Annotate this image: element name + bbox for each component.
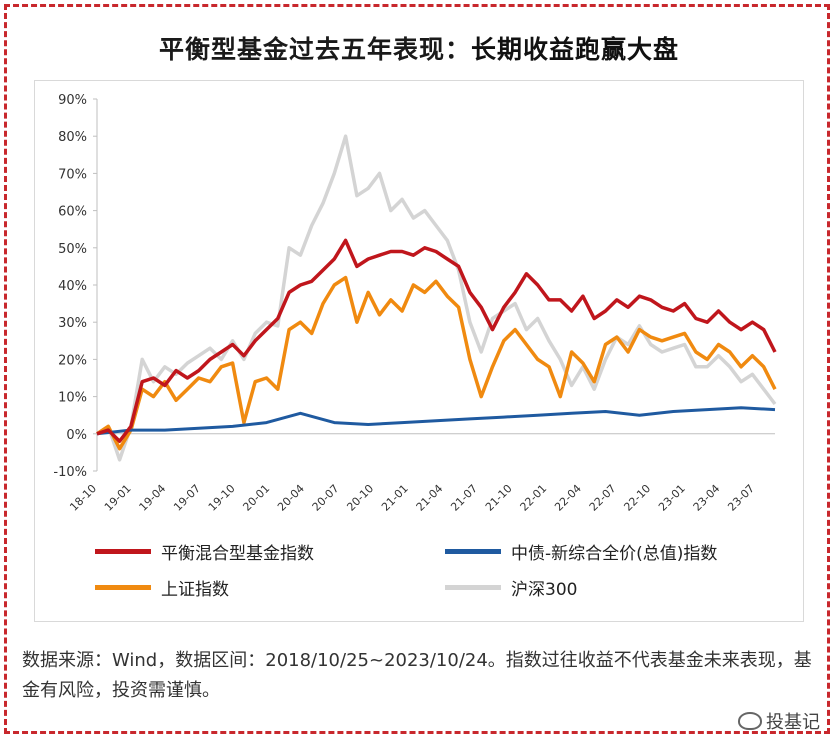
legend-label: 平衡混合型基金指数 (161, 544, 314, 564)
x-tick-label: 22-04 (552, 482, 584, 514)
y-tick-label: 40% (58, 279, 87, 294)
series-line-3 (96, 134, 777, 462)
legend-item-csi300: 沪深300 (445, 575, 577, 600)
legend-label: 上证指数 (161, 580, 229, 600)
legend-item-bond-index: 中债-新综合全价(总值)指数 (445, 539, 717, 564)
source-note: 数据来源：Wind，数据区间：2018/10/25~2023/10/24。指数过… (22, 650, 812, 701)
x-tick-label: 23-01 (656, 482, 688, 514)
y-tick-label: 50% (58, 242, 87, 257)
dashed-frame (4, 4, 830, 734)
legend-label: 沪深300 (511, 580, 578, 600)
y-tick-label: 70% (58, 167, 87, 182)
chart-panel: 90% 80% 70% 60% 50% 40% 30% 20% 10% 0% -10% 18-10 19… (34, 80, 804, 622)
chart-title: 平衡型基金过去五年表现：长期收益跑赢大盘 (0, 30, 838, 66)
legend-item-shanghai-index: 上证指数 (95, 575, 229, 600)
legend-item-balanced-fund: 平衡混合型基金指数 (95, 539, 314, 564)
x-tick-label: 19-01 (102, 482, 134, 514)
y-tick-label: 20% (58, 353, 87, 368)
series-line-1 (96, 406, 776, 436)
weibo-logo-icon (738, 712, 762, 730)
x-tick-label: 20-04 (275, 482, 307, 514)
series-line-2 (96, 275, 777, 451)
y-tick-label: 60% (58, 205, 87, 220)
x-tick-label: 20-07 (310, 482, 342, 514)
x-tick-label: 21-07 (448, 482, 480, 514)
x-tick-label: 18-10 (67, 482, 99, 514)
x-tick-label: 23-07 (725, 482, 757, 514)
title-prefix: 平衡型基金过去五年表现： (158, 35, 471, 64)
y-tick-label: 90% (58, 93, 87, 108)
y-tick-label: 30% (58, 316, 87, 331)
x-tick-label: 22-07 (587, 482, 619, 514)
legend-swatch (445, 585, 501, 590)
line-chart: 90%80%70%60%50%40%30%20%10%0%-10%18-10 19… (53, 93, 777, 514)
watermark: 投基记 (738, 708, 820, 734)
y-tick-label: 80% (58, 130, 87, 145)
x-tick-label: 21-10 (483, 482, 515, 514)
watermark-text: 投基记 (766, 712, 820, 733)
x-tick-label: 19-10 (206, 482, 238, 514)
y-tick-label: 10% (58, 391, 87, 406)
series-line-0 (96, 238, 777, 443)
legend-swatch (445, 549, 501, 554)
legend-swatch (95, 585, 151, 590)
x-tick-label: 22-10 (621, 482, 653, 514)
x-tick-label: 21-04 (414, 482, 446, 514)
x-tick-label: 19-07 (171, 482, 203, 514)
x-tick-label: 22-01 (518, 482, 550, 514)
x-tick-label: 23-04 (691, 482, 723, 514)
x-tick-label: 20-01 (240, 482, 272, 514)
x-tick-label: 20-10 (344, 482, 376, 514)
legend-swatch (95, 549, 151, 554)
x-tick-label: 19-04 (137, 482, 169, 514)
legend-label: 中债-新综合全价(总值)指数 (511, 544, 718, 564)
y-tick-label: -10% (53, 465, 87, 480)
y-tick-label: 0% (66, 428, 87, 443)
x-tick-label: 21-01 (379, 482, 411, 514)
title-highlight: 长期收益跑赢大盘 (471, 35, 680, 64)
